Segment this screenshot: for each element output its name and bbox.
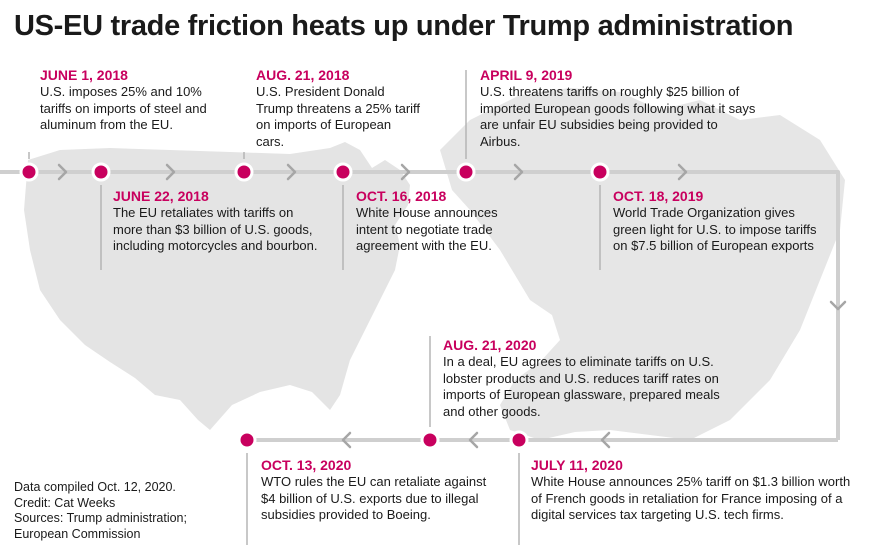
footer-sources: Sources: Trump administration; [14, 511, 187, 525]
arrow-right-icon [57, 163, 68, 181]
arrow-left-icon [341, 431, 352, 449]
background-map [24, 88, 845, 440]
event-text: In a deal, EU agrees to eliminate tariff… [443, 354, 720, 419]
event-dot [234, 162, 254, 182]
event-date: APRIL 9, 2019 [480, 67, 573, 83]
event-dot [420, 430, 440, 450]
footer-compiled: Data compiled Oct. 12, 2020. [14, 480, 176, 494]
event-date: OCT. 18, 2019 [613, 188, 704, 204]
event-july-11-2020: JULY 11, 2020 White House announces 25% … [531, 457, 856, 524]
event-date: OCT. 13, 2020 [261, 457, 352, 473]
event-date: JUNE 1, 2018 [40, 67, 128, 83]
event-aug-21-2020: AUG. 21, 2020 In a deal, EU agrees to el… [443, 337, 743, 420]
event-dots [19, 162, 610, 450]
page-title: US-EU trade friction heats up under Trum… [14, 10, 794, 42]
event-text: U.S. President Donald Trump threatens a … [256, 84, 421, 149]
event-dot [333, 162, 353, 182]
event-text: U.S. imposes 25% and 10% tariffs on impo… [40, 84, 207, 132]
event-text: The EU retaliates with tariffs on more t… [113, 205, 318, 253]
event-june-22-2018: JUNE 22, 2018 The EU retaliates with tar… [113, 188, 318, 255]
event-text: White House announces intent to negotiat… [356, 205, 498, 253]
event-date: AUG. 21, 2018 [256, 67, 350, 83]
event-text: White House announces 25% tariff on $1.3… [531, 474, 851, 522]
event-dot [509, 430, 529, 450]
track-arrows [57, 163, 847, 449]
event-aug-21-2018: AUG. 21, 2018 U.S. President Donald Trum… [256, 67, 421, 150]
event-text: U.S. threatens tariffs on roughly $25 bi… [480, 84, 756, 149]
event-date: JUNE 22, 2018 [113, 188, 209, 204]
arrow-right-icon [513, 163, 524, 181]
europe-map-silhouette [440, 88, 845, 440]
arrow-right-icon [286, 163, 297, 181]
event-dot [590, 162, 610, 182]
event-oct-18-2019: OCT. 18, 2019 World Trade Organization g… [613, 188, 828, 255]
event-text: World Trade Organization gives green lig… [613, 205, 817, 253]
event-date: AUG. 21, 2020 [443, 337, 537, 353]
event-dot [456, 162, 476, 182]
event-oct-16-2018: OCT. 16, 2018 White House announces inte… [356, 188, 526, 255]
event-april-9-2019: APRIL 9, 2019 U.S. threatens tariffs on … [480, 67, 760, 150]
footer-credit: Credit: Cat Weeks [14, 495, 116, 510]
event-date: JULY 11, 2020 [531, 457, 623, 473]
event-date: OCT. 16, 2018 [356, 188, 447, 204]
footer-sources-cont: European Commission [14, 526, 141, 541]
track-row-top [0, 170, 840, 440]
arrow-down-icon [829, 300, 847, 311]
us-map-silhouette [24, 142, 410, 430]
event-connectors [28, 70, 601, 545]
arrow-right-icon [677, 163, 688, 181]
footer-notes: Data compiled Oct. 12, 2020. Credit: Cat… [14, 480, 187, 542]
event-dot [91, 162, 111, 182]
arrow-right-icon [400, 163, 411, 181]
event-dot [19, 162, 39, 182]
event-text: WTO rules the EU can retaliate against $… [261, 474, 487, 522]
event-dot [237, 430, 257, 450]
arrow-right-icon [165, 163, 176, 181]
arrow-left-icon [468, 431, 479, 449]
event-june-1-2018: JUNE 1, 2018 U.S. imposes 25% and 10% ta… [40, 67, 210, 134]
event-oct-13-2020: OCT. 13, 2020 WTO rules the EU can retal… [261, 457, 501, 524]
arrow-left-icon [600, 431, 611, 449]
